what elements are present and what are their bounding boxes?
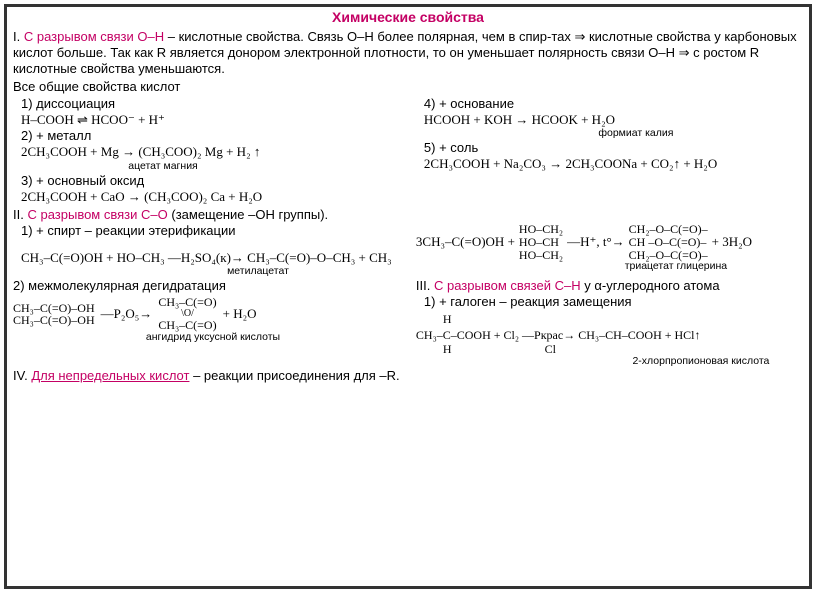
s2-item2: 2) межмолекулярная дегидратация [13, 278, 400, 294]
s2-glycerol: HO–CH₂ HO–CH HO–CH₂ [519, 223, 563, 261]
gly-l2: HO–CH [519, 236, 563, 249]
s3-eq-mid: CH₃–C–COOH + Cl₂ —Pкрас→ CH₃–CH–COOH + H… [416, 329, 701, 342]
s2-eq1-left: CH₃–C(=O)OH + HO–CH₃ —H₂SO₄(к)→ CH₃–C(=O… [13, 250, 400, 266]
s1-i2: 2) + металл [13, 128, 400, 144]
s1-eq2-label: ацетат магния [103, 160, 223, 173]
s2-eq1r-suffix: + 3H₂O [712, 234, 752, 250]
s2-eq2-arrow: —P₂O₅→ [101, 306, 153, 322]
s2-eq2-label: ангидрид уксусной кислоты [143, 331, 283, 344]
section-2-row2: 2) межмолекулярная дегидратация CH₃–C(=O… [13, 278, 803, 368]
s2-eq2-suffix: + H₂O [223, 306, 257, 322]
section-1-left: 1) диссоциация H–COOH ⇌ HCOO⁻ + H⁺ 2) + … [13, 96, 400, 206]
page: Химические свойства I. С разрывом связи … [0, 0, 816, 593]
section-3-num: III. [416, 278, 430, 293]
section-2-left1: 1) + спирт – реакции этерификации CH₃–C(… [13, 223, 400, 278]
section-2-right1: 3CH₃–C(=O)OH + HO–CH₂ HO–CH HO–CH₂ —H⁺, … [416, 223, 803, 278]
section-3-lead-rest: у α-углеродного атома [584, 278, 719, 293]
section-1: I. С разрывом связи О–Н – кислотные свой… [13, 29, 803, 78]
s2-eq1r-arrow: —H⁺, t°→ [567, 234, 625, 250]
s3-item1: 1) + галоген – реакция замещения [416, 294, 803, 310]
gly-l3: HO–CH₂ [519, 249, 563, 262]
s2-eq1r-label: триацетат глицерина [596, 260, 756, 273]
s3-eq-bl: H [416, 343, 452, 356]
tri-l2: CH –O–C(=O)– [629, 236, 708, 249]
s3-eq-top: H [416, 313, 452, 326]
s1-eq5: 2CH₃COOH + Na₂CO₃ → 2CH₃COONa + CO₂↑ + H… [416, 156, 803, 172]
s2-eq1-left-label: метилацетат [213, 265, 303, 278]
s2-eq2-right: CH₃–C(=O) \O/ CH₃–C(=O) [158, 296, 216, 332]
section-1-columns: 1) диссоциация H–COOH ⇌ HCOO⁻ + H⁺ 2) + … [13, 96, 803, 206]
section-4-num: IV. [13, 368, 28, 383]
page-title: Химические свойства [13, 9, 803, 27]
s2-item1: 1) + спирт – реакции этерификации [13, 223, 400, 239]
s3-eq-label: 2-хлорпропионовая кислота [616, 355, 786, 368]
section-2-left2: 2) межмолекулярная дегидратация CH₃–C(=O… [13, 278, 400, 368]
s1-eq2a: 2CH₃COOH + Mg → (CH₃COO)₂ Mg + H₂ ↑ [13, 144, 400, 160]
s1-eq3: 2CH₃COOH + CaO → (CH₃COO)₂ Ca + H₂O [13, 189, 400, 205]
s2-eq2-left: CH₃–C(=O)–OH CH₃–C(=O)–OH [13, 302, 95, 327]
section-4-lead-rest: – реакции присоединения для –R. [193, 368, 400, 383]
section-1-lead-highlight: С разрывом связи О–Н [24, 29, 164, 44]
s2-triacetate: CH₂–O–C(=O)– CH –O–C(=O)– CH₂–O–C(=O)– [629, 223, 708, 261]
s2-eq2-l2: CH₃–C(=O)–OH [13, 314, 95, 327]
section-3-lead-highlight: С разрывом связей С–Н [434, 278, 581, 293]
s1-eq1: H–COOH ⇌ HCOO⁻ + H⁺ [13, 112, 400, 128]
s3-eq-br: Cl [452, 343, 556, 356]
section-1-right: 4) + основание HCOOH + KOH → HCOOK + H₂O… [416, 96, 803, 206]
section-4: IV. Для непредельных кислот – реакции пр… [13, 368, 803, 384]
content-frame: Химические свойства I. С разрывом связи … [4, 4, 812, 589]
section-2-num: II. [13, 207, 24, 222]
section-2: II. С разрывом связи С–О (замещение –ОН … [13, 207, 803, 223]
s1-i3: 3) + основный оксид [13, 173, 400, 189]
section-2-lead-highlight: С разрывом связи С–О [27, 207, 167, 222]
section-2-lead-rest: (замещение –ОН группы). [171, 207, 328, 222]
s1-eq4-label: формиат калия [576, 127, 696, 140]
section-3: III. С разрывом связей С–Н у α-углеродно… [416, 278, 803, 368]
s2-eq2-r1: CH₃–C(=O) [158, 296, 216, 309]
s1-eq4: HCOOH + KOH → HCOOK + H₂O [416, 112, 803, 128]
s1-i1: 1) диссоциация [13, 96, 400, 112]
s2-eq1r-a: 3CH₃–C(=O)OH + [416, 234, 515, 250]
section-4-lead-highlight: Для непредельных кислот [31, 368, 189, 383]
section-2-row1: 1) + спирт – реакции этерификации CH₃–C(… [13, 223, 803, 278]
section-1-num: I. [13, 29, 20, 44]
section-1-subhead: Все общие свойства кислот [13, 79, 803, 95]
s1-i5: 5) + соль [416, 140, 803, 156]
s1-i4: 4) + основание [416, 96, 803, 112]
